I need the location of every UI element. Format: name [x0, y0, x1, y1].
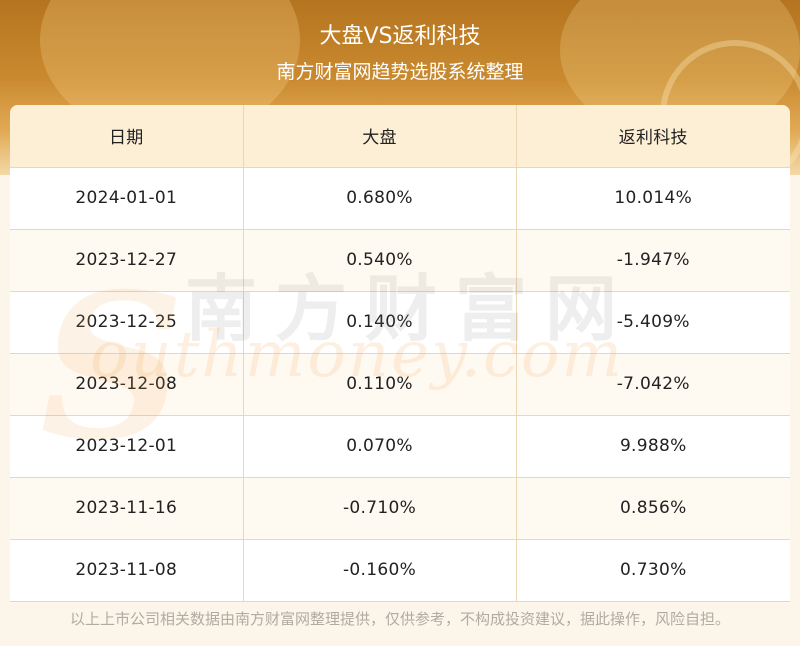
cell-date: 2023-12-25	[10, 291, 244, 354]
cell-date: 2023-11-16	[10, 477, 244, 540]
cell-market: 0.110%	[243, 353, 517, 416]
cell-date: 2023-12-27	[10, 229, 244, 292]
cell-stock: 9.988%	[516, 415, 790, 478]
disclaimer-footer: 以上上市公司相关数据由南方财富网整理提供，仅供参考，不构成投资建议，据此操作，风…	[69, 610, 730, 628]
table-header-row: 日期 大盘 返利科技	[10, 105, 790, 168]
cell-date: 2023-11-08	[10, 539, 244, 602]
cell-date: 2023-12-08	[10, 353, 244, 416]
table-row: 2023-11-16 -0.710% 0.856%	[10, 477, 790, 540]
cell-stock: -5.409%	[516, 291, 790, 354]
column-header-stock: 返利科技	[516, 105, 790, 168]
comparison-table: 日期 大盘 返利科技 2024-01-01 0.680% 10.014% 202…	[10, 105, 790, 602]
table-row: 2023-11-08 -0.160% 0.730%	[10, 539, 790, 602]
cell-date: 2024-01-01	[10, 167, 244, 230]
cell-market: 0.540%	[243, 229, 517, 292]
cell-stock: -7.042%	[516, 353, 790, 416]
cell-date: 2023-12-01	[10, 415, 244, 478]
page-subtitle: 南方财富网趋势选股系统整理	[276, 61, 524, 83]
cell-stock: 10.014%	[516, 167, 790, 230]
cell-market: 0.070%	[243, 415, 517, 478]
column-header-market: 大盘	[243, 105, 517, 168]
cell-stock: 0.730%	[516, 539, 790, 602]
page-title: 大盘VS返利科技	[319, 24, 481, 49]
cell-stock: 0.856%	[516, 477, 790, 540]
table-row: 2024-01-01 0.680% 10.014%	[10, 167, 790, 230]
table-row: 2023-12-01 0.070% 9.988%	[10, 415, 790, 478]
data-table-card: 日期 大盘 返利科技 2024-01-01 0.680% 10.014% 202…	[10, 105, 790, 602]
header-banner: 大盘VS返利科技 南方财富网趋势选股系统整理	[0, 0, 800, 175]
table-row: 2023-12-08 0.110% -7.042%	[10, 353, 790, 416]
cell-market: -0.160%	[243, 539, 517, 602]
table-row: 2023-12-25 0.140% -5.409%	[10, 291, 790, 354]
cell-market: 0.680%	[243, 167, 517, 230]
cell-market: -0.710%	[243, 477, 517, 540]
cell-stock: -1.947%	[516, 229, 790, 292]
column-header-date: 日期	[10, 105, 244, 168]
cell-market: 0.140%	[243, 291, 517, 354]
table-row: 2023-12-27 0.540% -1.947%	[10, 229, 790, 292]
